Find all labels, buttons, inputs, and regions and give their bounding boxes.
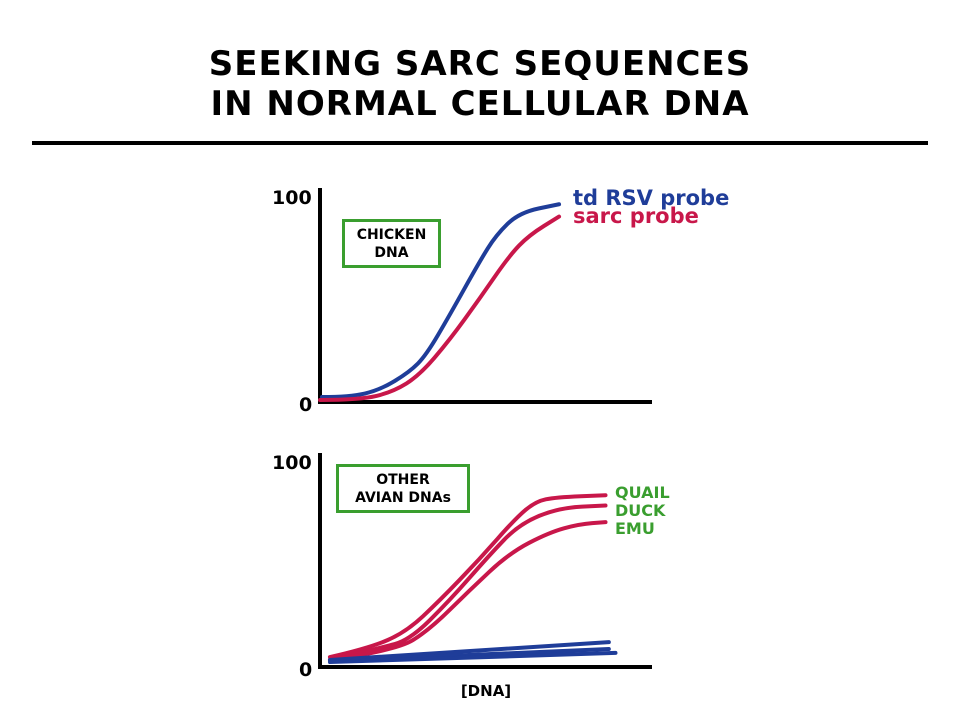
chart2-series-blue-5: [327, 650, 618, 665]
chart2-ytick-100: 100: [272, 452, 312, 474]
x-axis-label: [DNA]: [461, 682, 511, 700]
slide-title: SEEKING SARC SEQUENCES IN NORMAL CELLULA…: [0, 44, 960, 124]
label-emu: EMU: [615, 519, 655, 538]
title-line-1: SEEKING SARC SEQUENCES: [208, 44, 752, 84]
title-line-2: IN NORMAL CELLULAR DNA: [210, 84, 750, 124]
chart2-series-duck: [327, 503, 608, 662]
chart2-series-emu: [327, 520, 608, 662]
avian-box-line-1: OTHER: [376, 472, 430, 488]
chicken-box-line-1: CHICKEN: [356, 227, 427, 243]
label-quail: QUAIL: [615, 483, 670, 502]
title-divider: [32, 141, 928, 145]
chart2-ytick-0: 0: [299, 659, 312, 681]
legend-td-rsv-probe: td RSV probe: [573, 186, 729, 210]
chart1-series-sarc-probe: [318, 214, 562, 402]
chart1-ytick-0: 0: [299, 394, 312, 416]
avian-box-line-2: AVIAN DNAs: [355, 490, 451, 506]
chart1-series-td-rsv-probe: [319, 202, 562, 400]
chart2-series-quail: [327, 493, 608, 660]
chicken-dna-box: CHICKEN DNA: [342, 219, 441, 268]
chicken-box-line-2: DNA: [374, 245, 409, 261]
label-duck: DUCK: [615, 501, 666, 520]
legend-sarc-probe: sarc probe: [573, 204, 699, 228]
other-avian-dnas-box: OTHER AVIAN DNAs: [336, 464, 470, 513]
chart1-ytick-100: 100: [272, 187, 312, 209]
